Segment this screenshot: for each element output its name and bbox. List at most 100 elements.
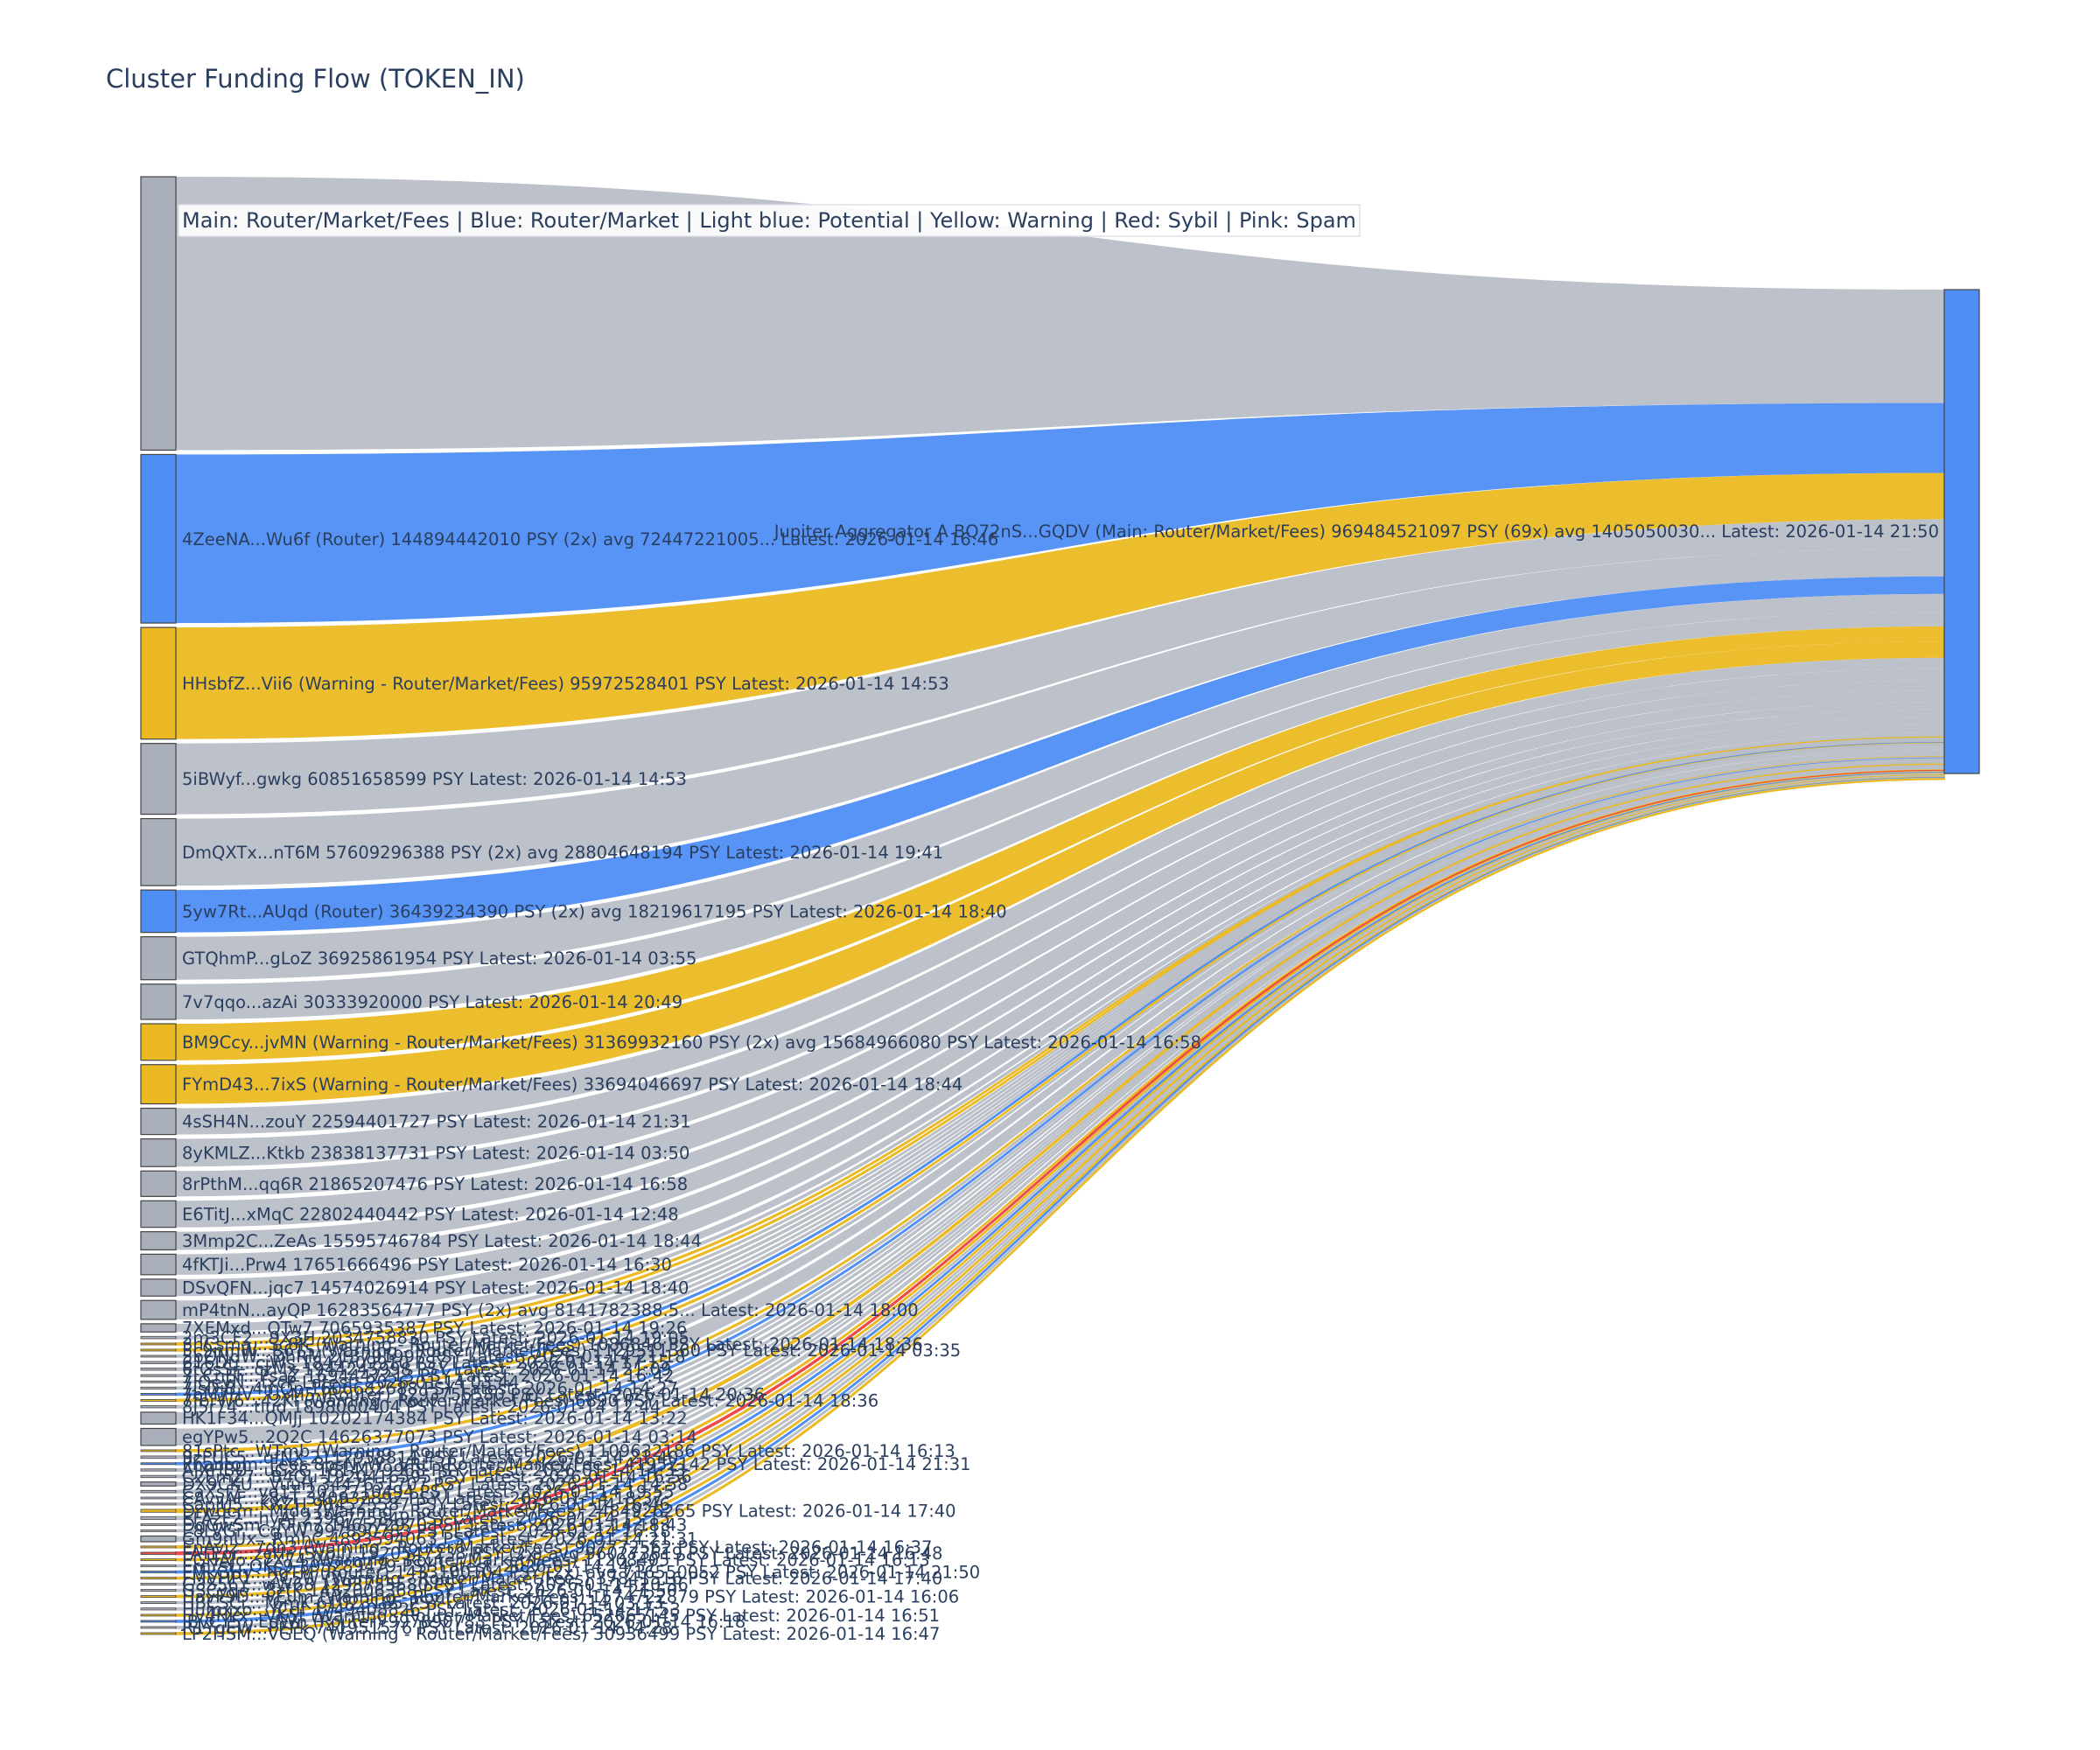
source-node-42[interactable] <box>140 1508 177 1513</box>
legend-text: Main: Router/Market/Fees | Blue: Router/… <box>182 208 1356 233</box>
source-node-31[interactable] <box>140 1411 177 1425</box>
source-node-15[interactable] <box>140 1253 177 1276</box>
source-node-25[interactable] <box>140 1374 177 1377</box>
source-node-8[interactable] <box>140 1023 177 1061</box>
source-label-60: R1YgEW...PEPk 741951576 PSY Latest: 2026… <box>182 1618 672 1638</box>
source-node-23[interactable] <box>140 1361 177 1364</box>
source-node-1[interactable] <box>140 453 177 624</box>
flow-link-17 <box>176 724 1944 1320</box>
source-node-26[interactable] <box>140 1380 177 1383</box>
source-node-52[interactable] <box>140 1577 177 1579</box>
flow-link-11 <box>176 668 1944 1167</box>
source-label-24: 6tGsSr...czMx 1944245998 PSY Latest: 202… <box>182 1360 671 1380</box>
source-label-57: Humxxo...YCdf 1749408826 PSY Latest: 202… <box>182 1600 681 1620</box>
source-node-2[interactable] <box>140 626 177 740</box>
flow-link-9 <box>176 641 1944 1104</box>
source-node-41[interactable] <box>140 1502 177 1506</box>
source-node-32[interactable] <box>140 1427 177 1446</box>
source-node-10[interactable] <box>140 1107 177 1136</box>
source-node-37[interactable] <box>140 1474 177 1479</box>
sankey-labels: 4ZeeNA...Wu6f (Router) 144894442010 PSY … <box>180 522 1939 1644</box>
source-label-39: CaXsf7...vq1T 2012710494 PSY Latest: 202… <box>182 1482 675 1502</box>
source-node-49[interactable] <box>140 1558 177 1561</box>
source-node-40[interactable] <box>140 1496 177 1500</box>
source-node-0[interactable] <box>140 176 177 452</box>
source-label-31: HK1F34...QMJj 10202174384 PSY Latest: 20… <box>182 1409 688 1429</box>
source-node-14[interactable] <box>140 1231 177 1250</box>
source-node-39[interactable] <box>140 1489 177 1494</box>
source-node-9[interactable] <box>140 1064 177 1105</box>
flow-link-12 <box>176 680 1944 1197</box>
source-label-58: Hv4Hkx...VK5t (Warning - Router/Market/F… <box>182 1606 940 1626</box>
source-node-11[interactable] <box>140 1138 177 1167</box>
source-label-47: EnAviz...7dn3 (Warning - Router/Market/F… <box>182 1537 932 1558</box>
flow-link-2 <box>176 472 1944 739</box>
source-node-7[interactable] <box>140 984 177 1020</box>
source-label-49: EGHAJo...7X74 (Warning - Router/Market/F… <box>182 1550 930 1571</box>
target-node[interactable] <box>1943 289 1980 774</box>
source-node-51[interactable] <box>140 1571 177 1573</box>
source-label-28: 7oM7HV...UxM5 (Router) 1293755580 PSY La… <box>182 1384 765 1404</box>
source-label-19: 2m3CF2...9X3H 2034758830 PSY Latest: 202… <box>182 1328 690 1348</box>
source-node-27[interactable] <box>140 1386 177 1390</box>
source-node-30[interactable] <box>140 1405 177 1409</box>
source-label-18: 7XEMxd...QTw7 7065935387 PSY Latest: 202… <box>182 1319 687 1339</box>
source-node-48[interactable] <box>140 1551 177 1555</box>
source-node-4[interactable] <box>140 817 177 886</box>
source-node-13[interactable] <box>140 1200 177 1228</box>
source-node-28[interactable] <box>140 1393 177 1396</box>
source-node-36[interactable] <box>140 1468 177 1472</box>
flow-link-16 <box>176 718 1944 1297</box>
source-node-6[interactable] <box>140 936 177 981</box>
source-label-20: 3hCsma...Sc8K (Warning - Router/Market/F… <box>182 1334 923 1354</box>
source-node-57[interactable] <box>140 1607 177 1611</box>
source-node-19[interactable] <box>140 1335 177 1340</box>
source-label-16: DSvQFN...jqc7 14574026914 PSY Latest: 20… <box>182 1278 689 1298</box>
source-node-16[interactable] <box>140 1278 177 1297</box>
source-node-18[interactable] <box>140 1323 177 1333</box>
source-node-54[interactable] <box>140 1589 177 1592</box>
source-node-17[interactable] <box>140 1299 177 1320</box>
source-label-34: 9zFUC5...qfNX 2112958814 PSY Latest: 202… <box>182 1447 678 1467</box>
source-node-56[interactable] <box>140 1601 177 1605</box>
source-label-6: GTQhmP...gLoZ 36925861954 PSY Latest: 20… <box>182 948 696 969</box>
source-node-24[interactable] <box>140 1368 177 1371</box>
source-node-34[interactable] <box>140 1455 177 1460</box>
legend: Main: Router/Market/Fees | Blue: Router/… <box>178 204 1361 237</box>
source-node-53[interactable] <box>140 1583 177 1586</box>
flow-link-38 <box>176 760 1944 1487</box>
source-label-11: 8yKMLZ...Ktkb 23838137731 PSY Latest: 20… <box>182 1143 690 1163</box>
source-node-35[interactable] <box>140 1462 177 1466</box>
source-node-22[interactable] <box>140 1354 177 1358</box>
source-node-12[interactable] <box>140 1170 177 1197</box>
source-label-2: HHsbfZ...Vii6 (Warning - Router/Market/F… <box>182 674 949 694</box>
source-label-25: 7LCnEF...PsaZ 1694447213 PSY Latest: 202… <box>182 1366 675 1386</box>
source-label-27: 7isDjB...4mQp 1606682688 PSY Latest: 202… <box>182 1378 678 1398</box>
source-node-20[interactable] <box>140 1342 177 1346</box>
flow-link-3 <box>176 519 1944 815</box>
source-node-45[interactable] <box>140 1530 177 1532</box>
source-node-50[interactable] <box>140 1564 177 1567</box>
source-node-44[interactable] <box>140 1523 177 1526</box>
source-node-47[interactable] <box>140 1545 177 1549</box>
source-node-38[interactable] <box>140 1481 177 1487</box>
source-node-3[interactable] <box>140 743 177 816</box>
source-node-21[interactable] <box>140 1348 177 1352</box>
source-label-5: 5yw7Rt...AUqd (Router) 36439234390 PSY (… <box>182 901 1007 921</box>
source-node-46[interactable] <box>140 1535 177 1543</box>
source-label-56: HBCSCi...T6mK 61023185 PSY Latest: 2026-… <box>182 1593 663 1614</box>
source-node-60[interactable] <box>140 1626 177 1629</box>
flow-link-1 <box>176 402 1944 624</box>
source-label-32: egYPw5...2Q2C 14626377073 PSY Latest: 20… <box>182 1427 697 1447</box>
source-label-22: 5bQNdW...DhRM 213791997 PSY Latest: 2026… <box>182 1347 686 1367</box>
source-label-36: AJXHBU...uG2G 1814179968 PSY Latest: 202… <box>182 1460 686 1480</box>
source-node-58[interactable] <box>140 1614 177 1617</box>
source-node-59[interactable] <box>140 1620 177 1623</box>
flow-link-10 <box>176 657 1944 1135</box>
source-node-55[interactable] <box>140 1595 177 1599</box>
source-node-61[interactable] <box>140 1632 177 1635</box>
source-node-29[interactable] <box>140 1399 177 1402</box>
source-node-43[interactable] <box>140 1516 177 1520</box>
source-node-33[interactable] <box>140 1449 177 1452</box>
source-node-5[interactable] <box>140 889 177 934</box>
